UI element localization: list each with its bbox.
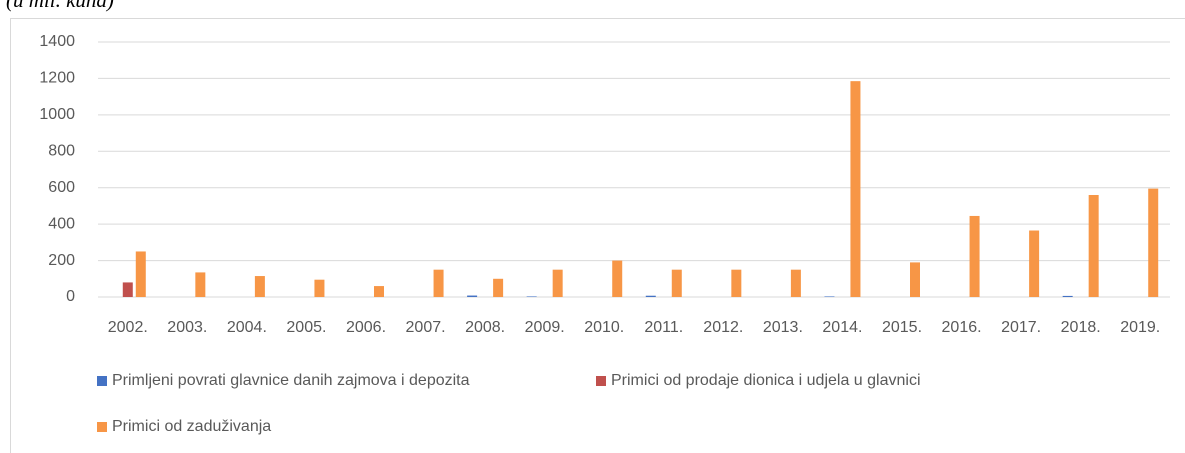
bar: [314, 279, 325, 297]
bar: [195, 272, 206, 297]
bar: [850, 81, 861, 298]
chart-title: (u mil. kuna): [6, 0, 114, 12]
y-tick-label: 800: [48, 143, 75, 160]
bar: [731, 269, 742, 297]
x-tick-label: 2015.: [882, 319, 922, 336]
bar: [790, 269, 801, 297]
x-tick-label: 2011.: [644, 319, 683, 336]
bar: [1148, 188, 1159, 297]
bar: [135, 251, 146, 297]
legend-swatch: [596, 376, 606, 386]
bar: [552, 269, 563, 297]
bar: [374, 286, 384, 297]
x-tick-label: 2005.: [286, 319, 326, 336]
x-tick-label: 2003.: [167, 319, 207, 336]
y-tick-label: 0: [66, 288, 75, 305]
x-tick-label: 2012.: [703, 319, 743, 336]
x-tick-label: 2006.: [346, 319, 386, 336]
bar: [1062, 295, 1073, 297]
x-tick-label: 2008.: [465, 319, 505, 336]
bar: [1088, 195, 1099, 297]
bar: [824, 296, 835, 297]
x-tick-label: 2009.: [525, 319, 565, 336]
legend-label: Primici od prodaje dionica i udjela u gl…: [611, 372, 921, 389]
bar: [254, 276, 265, 297]
legend-swatch: [97, 422, 107, 432]
bar: [969, 215, 980, 297]
x-tick-label: 2017.: [1001, 319, 1041, 336]
bar: [671, 269, 682, 297]
legend-swatch: [97, 376, 107, 386]
bar: [433, 269, 444, 297]
bar: [645, 295, 656, 297]
y-tick-label: 400: [48, 215, 75, 232]
x-tick-label: 2010.: [584, 319, 624, 336]
bar: [612, 260, 623, 297]
bar: [467, 295, 478, 297]
x-tick-label: 2013.: [763, 319, 803, 336]
y-tick-label: 1000: [39, 106, 75, 123]
bar: [122, 282, 133, 297]
y-tick-label: 1200: [39, 70, 75, 87]
y-tick-label: 200: [48, 252, 75, 269]
y-tick-label: 1400: [39, 33, 75, 50]
bar: [1029, 230, 1040, 297]
legend-label: Primici od zaduživanja: [112, 418, 271, 435]
x-tick-label: 2016.: [942, 319, 982, 336]
legend-label: Primljeni povrati glavnice danih zajmova…: [112, 372, 470, 389]
bar: [493, 278, 504, 297]
bar: [910, 262, 920, 297]
x-tick-label: 2018.: [1061, 319, 1101, 336]
x-tick-label: 2002.: [108, 319, 148, 336]
x-tick-label: 2007.: [406, 319, 446, 336]
x-tick-label: 2014.: [822, 319, 862, 336]
chart-border: [10, 18, 1185, 453]
y-tick-label: 600: [48, 179, 75, 196]
x-tick-label: 2004.: [227, 319, 267, 336]
bar: [526, 296, 537, 297]
x-tick-label: 2019.: [1120, 319, 1160, 336]
